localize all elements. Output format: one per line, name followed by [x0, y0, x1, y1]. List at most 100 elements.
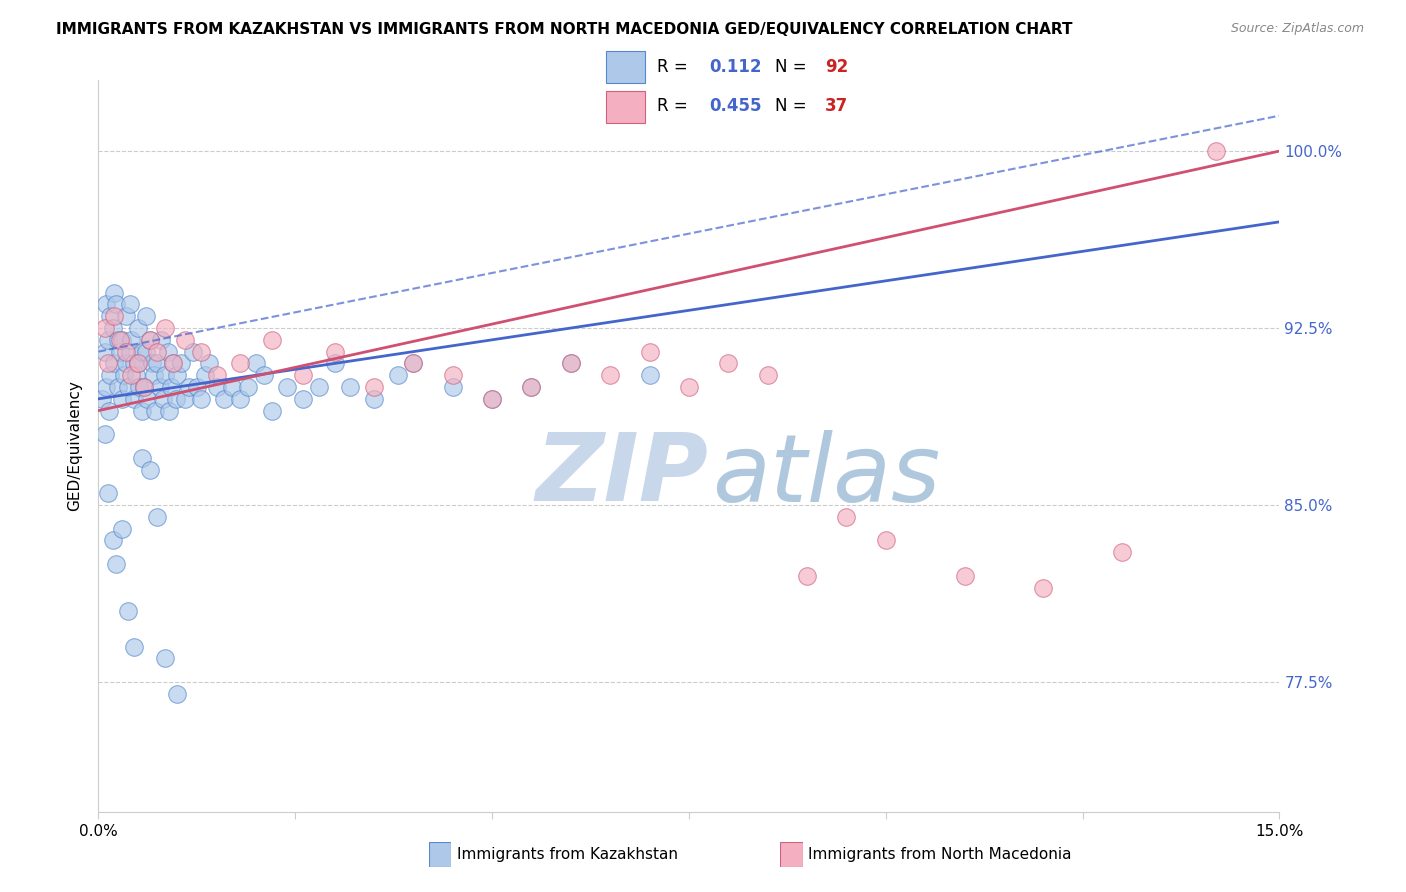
Point: [93, 321, 115, 335]
Point: [115, 356, 138, 370]
Point: [363, 380, 385, 394]
Point: [214, 392, 236, 406]
Point: [97, 356, 120, 370]
Point: [93, 427, 115, 442]
Point: [156, 344, 179, 359]
Point: [520, 380, 543, 394]
Point: [127, 356, 149, 370]
Point: [260, 403, 283, 417]
Point: [308, 380, 330, 394]
Point: [292, 392, 315, 406]
Text: N =: N =: [775, 97, 811, 115]
Bar: [606, 52, 645, 83]
Point: [190, 344, 212, 359]
Point: [121, 368, 143, 383]
Point: [132, 380, 155, 394]
Text: 0.112: 0.112: [710, 58, 762, 76]
Point: [118, 344, 141, 359]
Point: [138, 333, 160, 347]
Point: [107, 380, 129, 394]
Point: [190, 392, 212, 406]
Point: [236, 380, 259, 394]
Point: [402, 356, 425, 370]
Point: [253, 368, 276, 383]
Point: [131, 344, 153, 359]
Point: [155, 368, 177, 383]
Point: [181, 344, 204, 359]
Point: [131, 450, 153, 465]
Point: [160, 380, 183, 394]
Point: [1111, 545, 1133, 559]
Point: [91, 392, 114, 406]
Text: 92: 92: [825, 58, 848, 76]
Point: [121, 333, 143, 347]
Point: [835, 509, 858, 524]
Point: [111, 392, 134, 406]
Text: Immigrants from North Macedonia: Immigrants from North Macedonia: [808, 847, 1071, 862]
Text: R =: R =: [657, 97, 693, 115]
Point: [103, 356, 125, 370]
Point: [197, 356, 219, 370]
Point: [194, 368, 217, 383]
Point: [103, 310, 125, 324]
Text: 37: 37: [825, 97, 848, 115]
Point: [146, 356, 169, 370]
Point: [339, 380, 361, 394]
Text: atlas: atlas: [713, 430, 941, 521]
Point: [165, 392, 187, 406]
Text: N =: N =: [775, 58, 811, 76]
Point: [155, 321, 177, 335]
Point: [132, 380, 155, 394]
Point: [98, 310, 121, 324]
Point: [678, 380, 700, 394]
Point: [112, 368, 135, 383]
Point: [221, 380, 243, 394]
Point: [149, 380, 172, 394]
Point: [101, 321, 124, 335]
Point: [638, 368, 661, 383]
Point: [1205, 144, 1227, 158]
Point: [131, 403, 153, 417]
Point: [276, 380, 298, 394]
Point: [481, 392, 503, 406]
Point: [115, 344, 138, 359]
Point: [796, 568, 818, 582]
Point: [166, 687, 188, 701]
Point: [141, 356, 163, 370]
Point: [122, 640, 145, 654]
Point: [107, 333, 129, 347]
Point: [170, 356, 193, 370]
Point: [103, 285, 125, 300]
Point: [229, 356, 252, 370]
Point: [97, 486, 120, 500]
Point: [186, 380, 208, 394]
Point: [402, 356, 425, 370]
Point: [138, 333, 160, 347]
Point: [138, 462, 160, 476]
Point: [363, 392, 385, 406]
Point: [157, 403, 180, 417]
Point: [111, 333, 134, 347]
Point: [146, 509, 169, 524]
Text: 0.455: 0.455: [710, 97, 762, 115]
Point: [135, 344, 157, 359]
Text: IMMIGRANTS FROM KAZAKHSTAN VS IMMIGRANTS FROM NORTH MACEDONIA GED/EQUIVALENCY CO: IMMIGRANTS FROM KAZAKHSTAN VS IMMIGRANTS…: [56, 22, 1073, 37]
Point: [150, 333, 173, 347]
Text: Immigrants from Kazakhstan: Immigrants from Kazakhstan: [457, 847, 678, 862]
Bar: [606, 91, 645, 122]
Point: [101, 533, 124, 548]
Point: [128, 380, 150, 394]
Point: [122, 392, 145, 406]
Point: [96, 297, 118, 311]
Point: [205, 368, 228, 383]
Point: [155, 651, 177, 665]
Point: [115, 310, 138, 324]
Point: [166, 368, 188, 383]
Y-axis label: GED/Equivalency: GED/Equivalency: [67, 381, 83, 511]
Point: [520, 380, 543, 394]
Point: [118, 297, 141, 311]
Point: [953, 568, 976, 582]
Point: [875, 533, 897, 548]
Point: [96, 380, 118, 394]
Point: [143, 403, 166, 417]
